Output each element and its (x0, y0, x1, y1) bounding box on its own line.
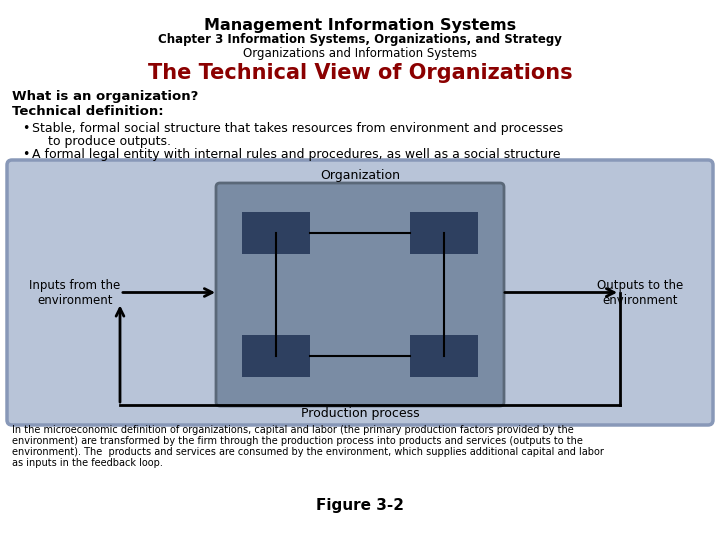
Text: as inputs in the feedback loop.: as inputs in the feedback loop. (12, 458, 163, 468)
FancyBboxPatch shape (7, 160, 713, 425)
Text: environment) are transformed by the firm through the production process into pro: environment) are transformed by the firm… (12, 436, 583, 446)
Text: to produce outputs.: to produce outputs. (32, 135, 171, 148)
Text: Organizations and Information Systems: Organizations and Information Systems (243, 47, 477, 60)
Bar (242, 335, 310, 377)
Text: In the microeconomic definition of organizations, capital and labor (the primary: In the microeconomic definition of organ… (12, 425, 574, 435)
Text: Organization: Organization (320, 169, 400, 182)
Bar (242, 212, 310, 254)
Text: Stable, formal social structure that takes resources from environment and proces: Stable, formal social structure that tak… (32, 122, 563, 135)
FancyBboxPatch shape (216, 183, 504, 406)
Bar (410, 212, 478, 254)
Text: Figure 3-2: Figure 3-2 (316, 498, 404, 513)
Text: Technical definition:: Technical definition: (12, 105, 163, 118)
Text: What is an organization?: What is an organization? (12, 90, 199, 103)
Text: A formal legal entity with internal rules and procedures, as well as a social st: A formal legal entity with internal rule… (32, 148, 560, 161)
Bar (410, 335, 478, 377)
Text: Chapter 3 Information Systems, Organizations, and Strategy: Chapter 3 Information Systems, Organizat… (158, 33, 562, 46)
Text: The Technical View of Organizations: The Technical View of Organizations (148, 63, 572, 83)
Text: •: • (22, 148, 30, 161)
Text: •: • (22, 122, 30, 135)
Text: Management Information Systems: Management Information Systems (204, 18, 516, 33)
Text: Production process: Production process (301, 407, 419, 420)
Text: Outputs to the
environment: Outputs to the environment (597, 279, 683, 307)
Text: Inputs from the
environment: Inputs from the environment (30, 279, 121, 307)
Text: environment). The  products and services are consumed by the environment, which : environment). The products and services … (12, 447, 604, 457)
